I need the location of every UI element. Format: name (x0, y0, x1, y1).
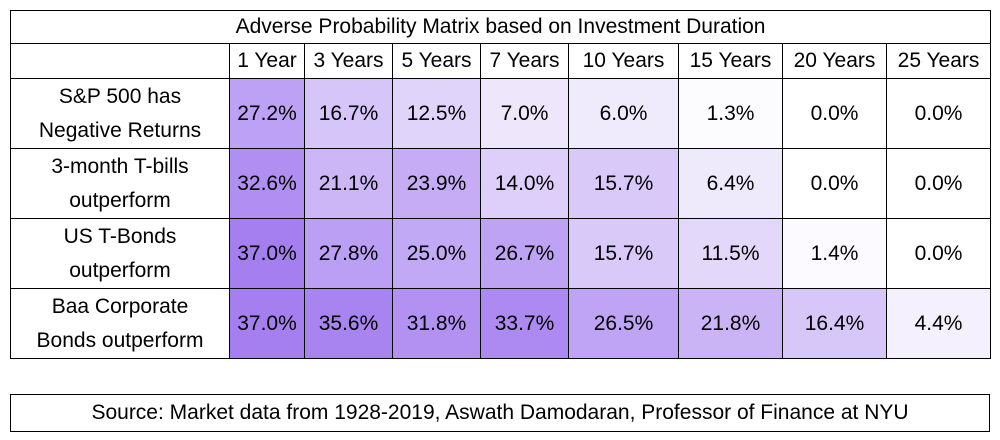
col-header: 10 Years (568, 43, 679, 79)
matrix-title: Adverse Probability Matrix based on Inve… (9, 10, 992, 44)
value-cell: 0.0% (885, 78, 992, 149)
row-label-line: outperform (69, 188, 171, 212)
value-cell: 11.5% (678, 218, 783, 289)
col-header: 1 Year (229, 43, 305, 79)
row-label: Baa Corporate Bonds outperform (10, 288, 230, 359)
value-cell: 12.5% (392, 78, 481, 149)
header-row: 1 Year 3 Years 5 Years 7 Years 10 Years … (10, 43, 992, 79)
value-cell: 35.6% (304, 288, 393, 359)
value-cell: 16.7% (304, 78, 393, 149)
value-cell: 32.6% (229, 148, 305, 219)
value-cell: 33.7% (480, 288, 569, 359)
value-cell: 27.2% (229, 78, 305, 149)
value-cell: 0.0% (885, 148, 992, 219)
matrix-row: 3-month T-bills outperform 32.6% 21.1% 23.9%… (10, 148, 992, 219)
col-header: 15 Years (678, 43, 783, 79)
value-cell: 15.7% (568, 218, 679, 289)
probability-matrix: Adverse Probability Matrix based on Inve… (9, 10, 992, 359)
value-cell: 37.0% (229, 218, 305, 289)
value-cell: 0.0% (782, 148, 887, 219)
col-header: 7 Years (480, 43, 569, 79)
matrix-body: S&P 500 has Negative Returns 27.2% 16.7% 12.… (10, 78, 992, 359)
value-cell: 21.8% (678, 288, 783, 359)
value-cell: 23.9% (392, 148, 481, 219)
col-header: 3 Years (304, 43, 393, 79)
corner-cell (10, 43, 230, 79)
row-label-line: US T-Bonds (63, 224, 177, 248)
value-cell: 4.4% (885, 288, 992, 359)
value-cell: 0.0% (885, 218, 992, 289)
row-label-line: Negative Returns (38, 118, 202, 142)
value-cell: 1.3% (678, 78, 783, 149)
row-label-line: Baa Corporate (51, 294, 189, 318)
row-label: 3-month T-bills outperform (10, 148, 230, 219)
value-cell: 1.4% (782, 218, 887, 289)
matrix-row: US T-Bonds outperform 37.0% 27.8% 25.0% 26.7%… (10, 218, 992, 289)
row-label-line: S&P 500 has (58, 84, 182, 108)
value-cell: 26.7% (480, 218, 569, 289)
value-cell: 25.0% (392, 218, 481, 289)
row-label-line: 3-month T-bills (51, 154, 189, 178)
col-header: 25 Years (885, 43, 992, 79)
value-cell: 37.0% (229, 288, 305, 359)
row-label: S&P 500 has Negative Returns (10, 78, 230, 149)
value-cell: 27.8% (304, 218, 393, 289)
matrix-row: S&P 500 has Negative Returns 27.2% 16.7% 12.… (10, 78, 992, 149)
row-label: US T-Bonds outperform (10, 218, 230, 289)
source-note: Source: Market data from 1928-2019, Aswa… (10, 394, 990, 432)
row-label-line: Bonds outperform (36, 328, 204, 352)
row-label-line: outperform (69, 258, 171, 282)
matrix-row: Baa Corporate Bonds outperform 37.0% 35.6% 3… (10, 288, 992, 359)
value-cell: 31.8% (392, 288, 481, 359)
value-cell: 6.4% (678, 148, 783, 219)
value-cell: 7.0% (480, 78, 569, 149)
value-cell: 6.0% (568, 78, 679, 149)
value-cell: 21.1% (304, 148, 393, 219)
value-cell: 14.0% (480, 148, 569, 219)
value-cell: 26.5% (568, 288, 679, 359)
col-header: 20 Years (782, 43, 887, 79)
value-cell: 0.0% (782, 78, 887, 149)
value-cell: 16.4% (782, 288, 887, 359)
value-cell: 15.7% (568, 148, 679, 219)
col-header: 5 Years (392, 43, 481, 79)
